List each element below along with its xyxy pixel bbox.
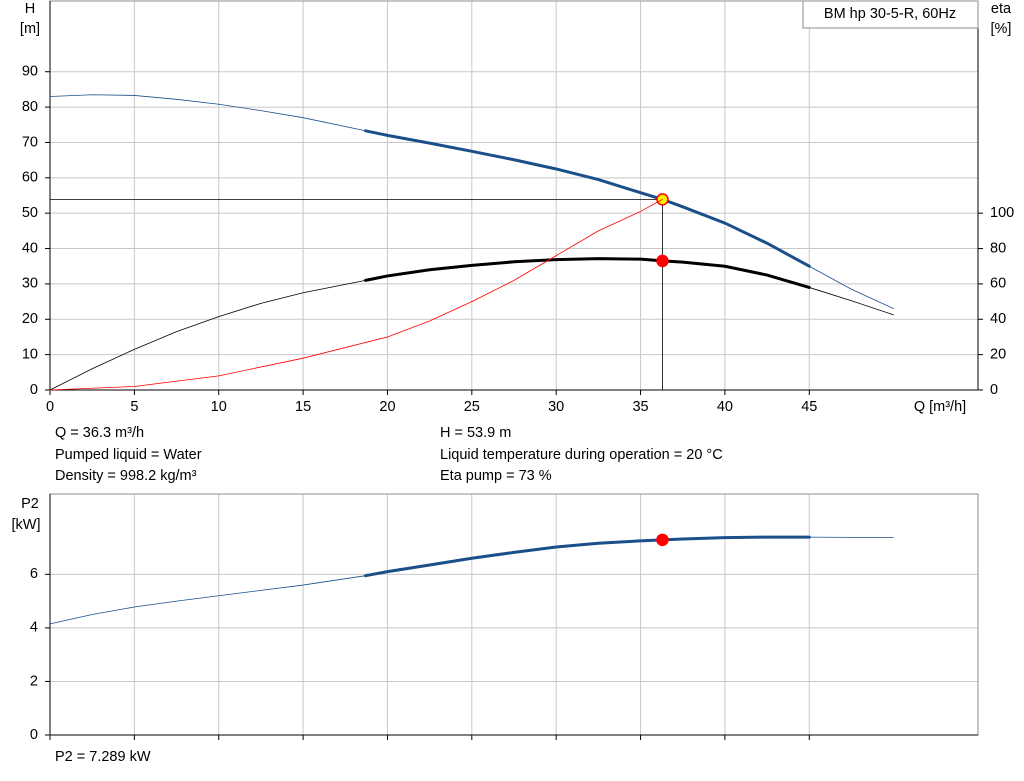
x-tick-label: 5 (130, 399, 138, 415)
y-axis-label: [kW] (12, 517, 41, 533)
y2-tick-label: 80 (990, 240, 1006, 256)
info-text: Q = 36.3 m³/h (55, 425, 144, 441)
y-axis-label: P2 (21, 496, 39, 512)
y2-axis-label: [%] (991, 21, 1012, 37)
duty-curve (364, 257, 811, 289)
curve (49, 199, 663, 391)
y-tick-label: 4 (30, 620, 38, 636)
operating-point (656, 533, 669, 547)
y-tick-label: 80 (22, 99, 38, 115)
legend-box (802, 0, 979, 29)
y-axis-label: [m] (20, 21, 40, 37)
y-tick-label: 70 (22, 134, 38, 150)
y-tick-label: 0 (30, 382, 38, 398)
x-tick-label: 40 (717, 399, 733, 415)
x-tick-label: 20 (379, 399, 395, 415)
y-tick-label: 6 (30, 566, 38, 582)
info-text: H = 53.9 m (440, 425, 511, 441)
x-tick-label: 15 (295, 399, 311, 415)
operating-point (656, 254, 669, 268)
x-tick-label: 30 (548, 399, 564, 415)
y-tick-label: 10 (22, 346, 38, 362)
info-text: Liquid temperature during operation = 20… (440, 447, 723, 463)
y-tick-label: 2 (30, 673, 38, 689)
x-tick-label: 0 (46, 399, 54, 415)
x-tick-label: 10 (211, 399, 227, 415)
y-tick-label: 0 (30, 727, 38, 743)
plot-frame (49, 0, 979, 391)
y2-tick-label: 0 (990, 382, 998, 398)
y-axis-label: H (25, 1, 35, 17)
info-text: Pumped liquid = Water (55, 447, 202, 463)
y2-tick-label: 100 (990, 205, 1014, 221)
x-axis-label: Q [m³/h] (914, 399, 966, 415)
y-tick-label: 60 (22, 170, 38, 186)
y2-tick-label: 20 (990, 346, 1006, 362)
y-tick-label: 20 (22, 311, 38, 327)
y-tick-label: 90 (22, 64, 38, 80)
y-tick-label: 30 (22, 276, 38, 292)
chart-title: BM hp 30-5-R, 60Hz (824, 6, 956, 22)
duty-curve (364, 535, 811, 578)
info-text: Eta pump = 73 % (440, 468, 552, 484)
x-tick-label: 35 (632, 399, 648, 415)
y2-axis-label: eta (991, 1, 1012, 17)
y2-tick-label: 60 (990, 276, 1006, 292)
y-tick-label: 40 (22, 240, 38, 256)
info-text: P2 = 7.289 kW (55, 749, 151, 765)
y2-tick-label: 40 (990, 311, 1006, 327)
duty-curve (364, 129, 811, 268)
plot-frame (49, 493, 979, 736)
y-tick-label: 50 (22, 205, 38, 221)
x-tick-label: 45 (801, 399, 817, 415)
info-text: Density = 998.2 kg/m³ (55, 468, 197, 484)
x-tick-label: 25 (464, 399, 480, 415)
